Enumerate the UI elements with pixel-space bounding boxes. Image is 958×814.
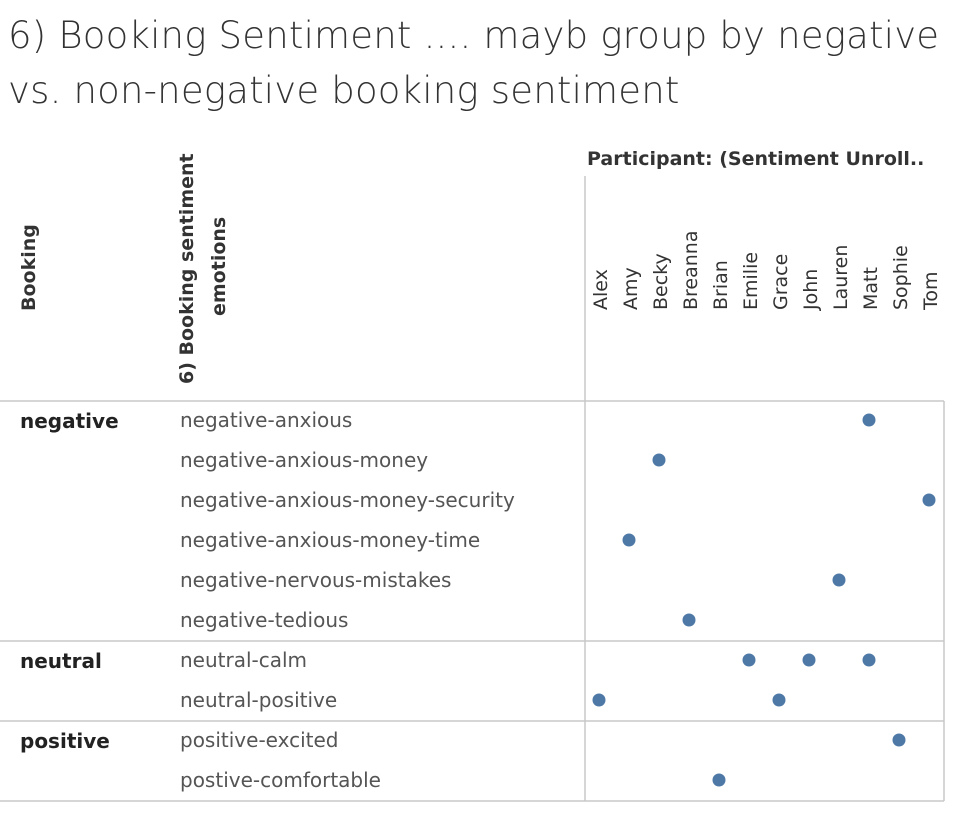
column-header-title: Participant: (Sentiment Unroll.. <box>587 148 924 170</box>
row-label: neutral-calm <box>180 648 307 672</box>
row-label: negative-anxious <box>180 408 352 432</box>
participant-label-emilie: Emilie <box>740 252 762 310</box>
participant-label-matt: Matt <box>860 267 882 310</box>
data-point-john <box>802 653 816 667</box>
group-label-positive: positive <box>20 729 110 753</box>
data-point-brian <box>712 773 726 787</box>
row-label: negative-anxious-money-security <box>180 488 515 512</box>
participant-label-john: John <box>800 269 822 311</box>
participant-label-breanna: Breanna <box>680 231 702 311</box>
group-label-negative: negative <box>20 409 119 433</box>
row-label: negative-nervous-mistakes <box>180 568 451 592</box>
row-label: negative-anxious-money <box>180 448 428 472</box>
participant-label-brian: Brian <box>710 260 732 310</box>
row-label: neutral-positive <box>180 688 337 712</box>
group-label-neutral: neutral <box>20 649 102 673</box>
chart-headers: Participant: (Sentiment Unroll.. Booking… <box>18 148 924 384</box>
participant-label-tom: Tom <box>920 271 942 311</box>
data-point-alex <box>592 693 606 707</box>
participant-label-sophie: Sophie <box>890 245 912 310</box>
participant-label-amy: Amy <box>620 267 642 310</box>
chart-title: 6) Booking Sentiment .... mayb group by … <box>8 14 940 112</box>
row-label: negative-anxious-money-time <box>180 528 480 552</box>
row-label: negative-tedious <box>180 608 348 632</box>
data-points <box>592 413 936 787</box>
participant-labels: Alex Amy Becky Breanna Brian Emilie Grace John L… <box>590 231 942 312</box>
row-header-emotions-line2: emotions <box>208 217 230 316</box>
group-labels: negative neutral positive <box>20 409 119 753</box>
data-point-matt <box>862 413 876 427</box>
row-labels: negative-anxious negative-anxious-money ne… <box>180 408 515 792</box>
participant-label-alex: Alex <box>590 269 612 310</box>
data-point-emilie <box>742 653 756 667</box>
participant-label-becky: Becky <box>650 253 672 310</box>
data-point-breanna <box>682 613 696 627</box>
data-point-tom <box>922 493 936 507</box>
grid-lines <box>0 176 945 802</box>
data-point-lauren <box>832 573 846 587</box>
participant-label-lauren: Lauren <box>830 245 852 310</box>
participant-label-grace: Grace <box>770 254 792 310</box>
data-point-matt <box>862 653 876 667</box>
data-point-sophie <box>892 733 906 747</box>
row-header-booking: Booking <box>18 224 40 311</box>
data-point-becky <box>652 453 666 467</box>
data-point-amy <box>622 533 636 547</box>
row-header-emotions-line1: 6) Booking sentiment <box>176 153 198 384</box>
row-label: positive-excited <box>180 728 339 752</box>
data-point-grace <box>772 693 786 707</box>
row-label: postive-comfortable <box>180 768 381 792</box>
